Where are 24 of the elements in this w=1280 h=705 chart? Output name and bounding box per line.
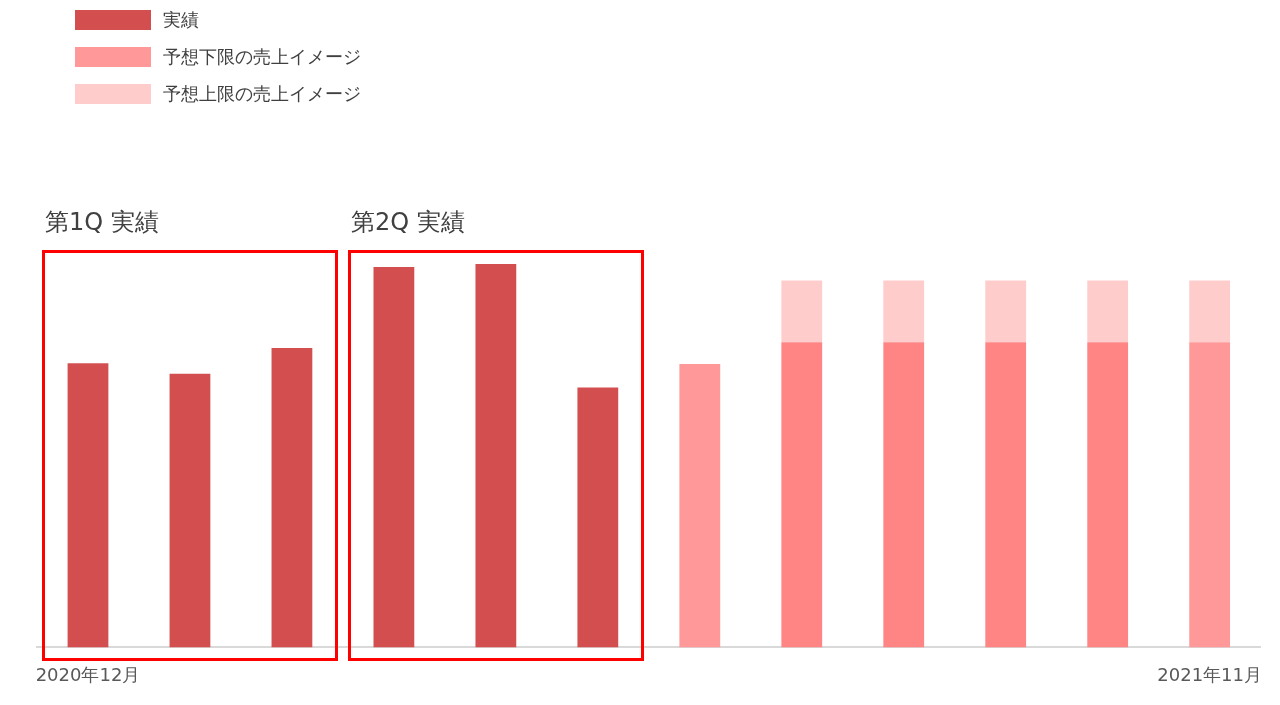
bar: [883, 280, 925, 343]
legend-label: 予想下限の売上イメージ: [163, 45, 361, 69]
bar: [985, 342, 1027, 648]
bar: [781, 342, 823, 648]
text: 第2Q 実績: [350, 207, 465, 238]
bar: [475, 264, 517, 648]
bar: [1087, 280, 1129, 343]
bar: [1189, 280, 1231, 343]
legend-label: 実績: [163, 8, 199, 32]
bar: [883, 342, 925, 648]
bar: [1189, 342, 1231, 648]
bar: [1087, 342, 1129, 648]
bar: [577, 387, 619, 648]
bar: [67, 363, 109, 648]
text: 第1Q 実績: [44, 207, 159, 238]
bar: [781, 280, 823, 343]
bar: [271, 347, 313, 648]
bar: [679, 364, 721, 648]
x-tick-label: 2021年11月: [1157, 663, 1262, 685]
legend-label: 予想上限の売上イメージ: [163, 82, 361, 106]
bar: [985, 280, 1027, 343]
x-tick-label: 2020年12月: [35, 663, 141, 685]
bar: [169, 373, 211, 648]
bar: [373, 267, 415, 648]
